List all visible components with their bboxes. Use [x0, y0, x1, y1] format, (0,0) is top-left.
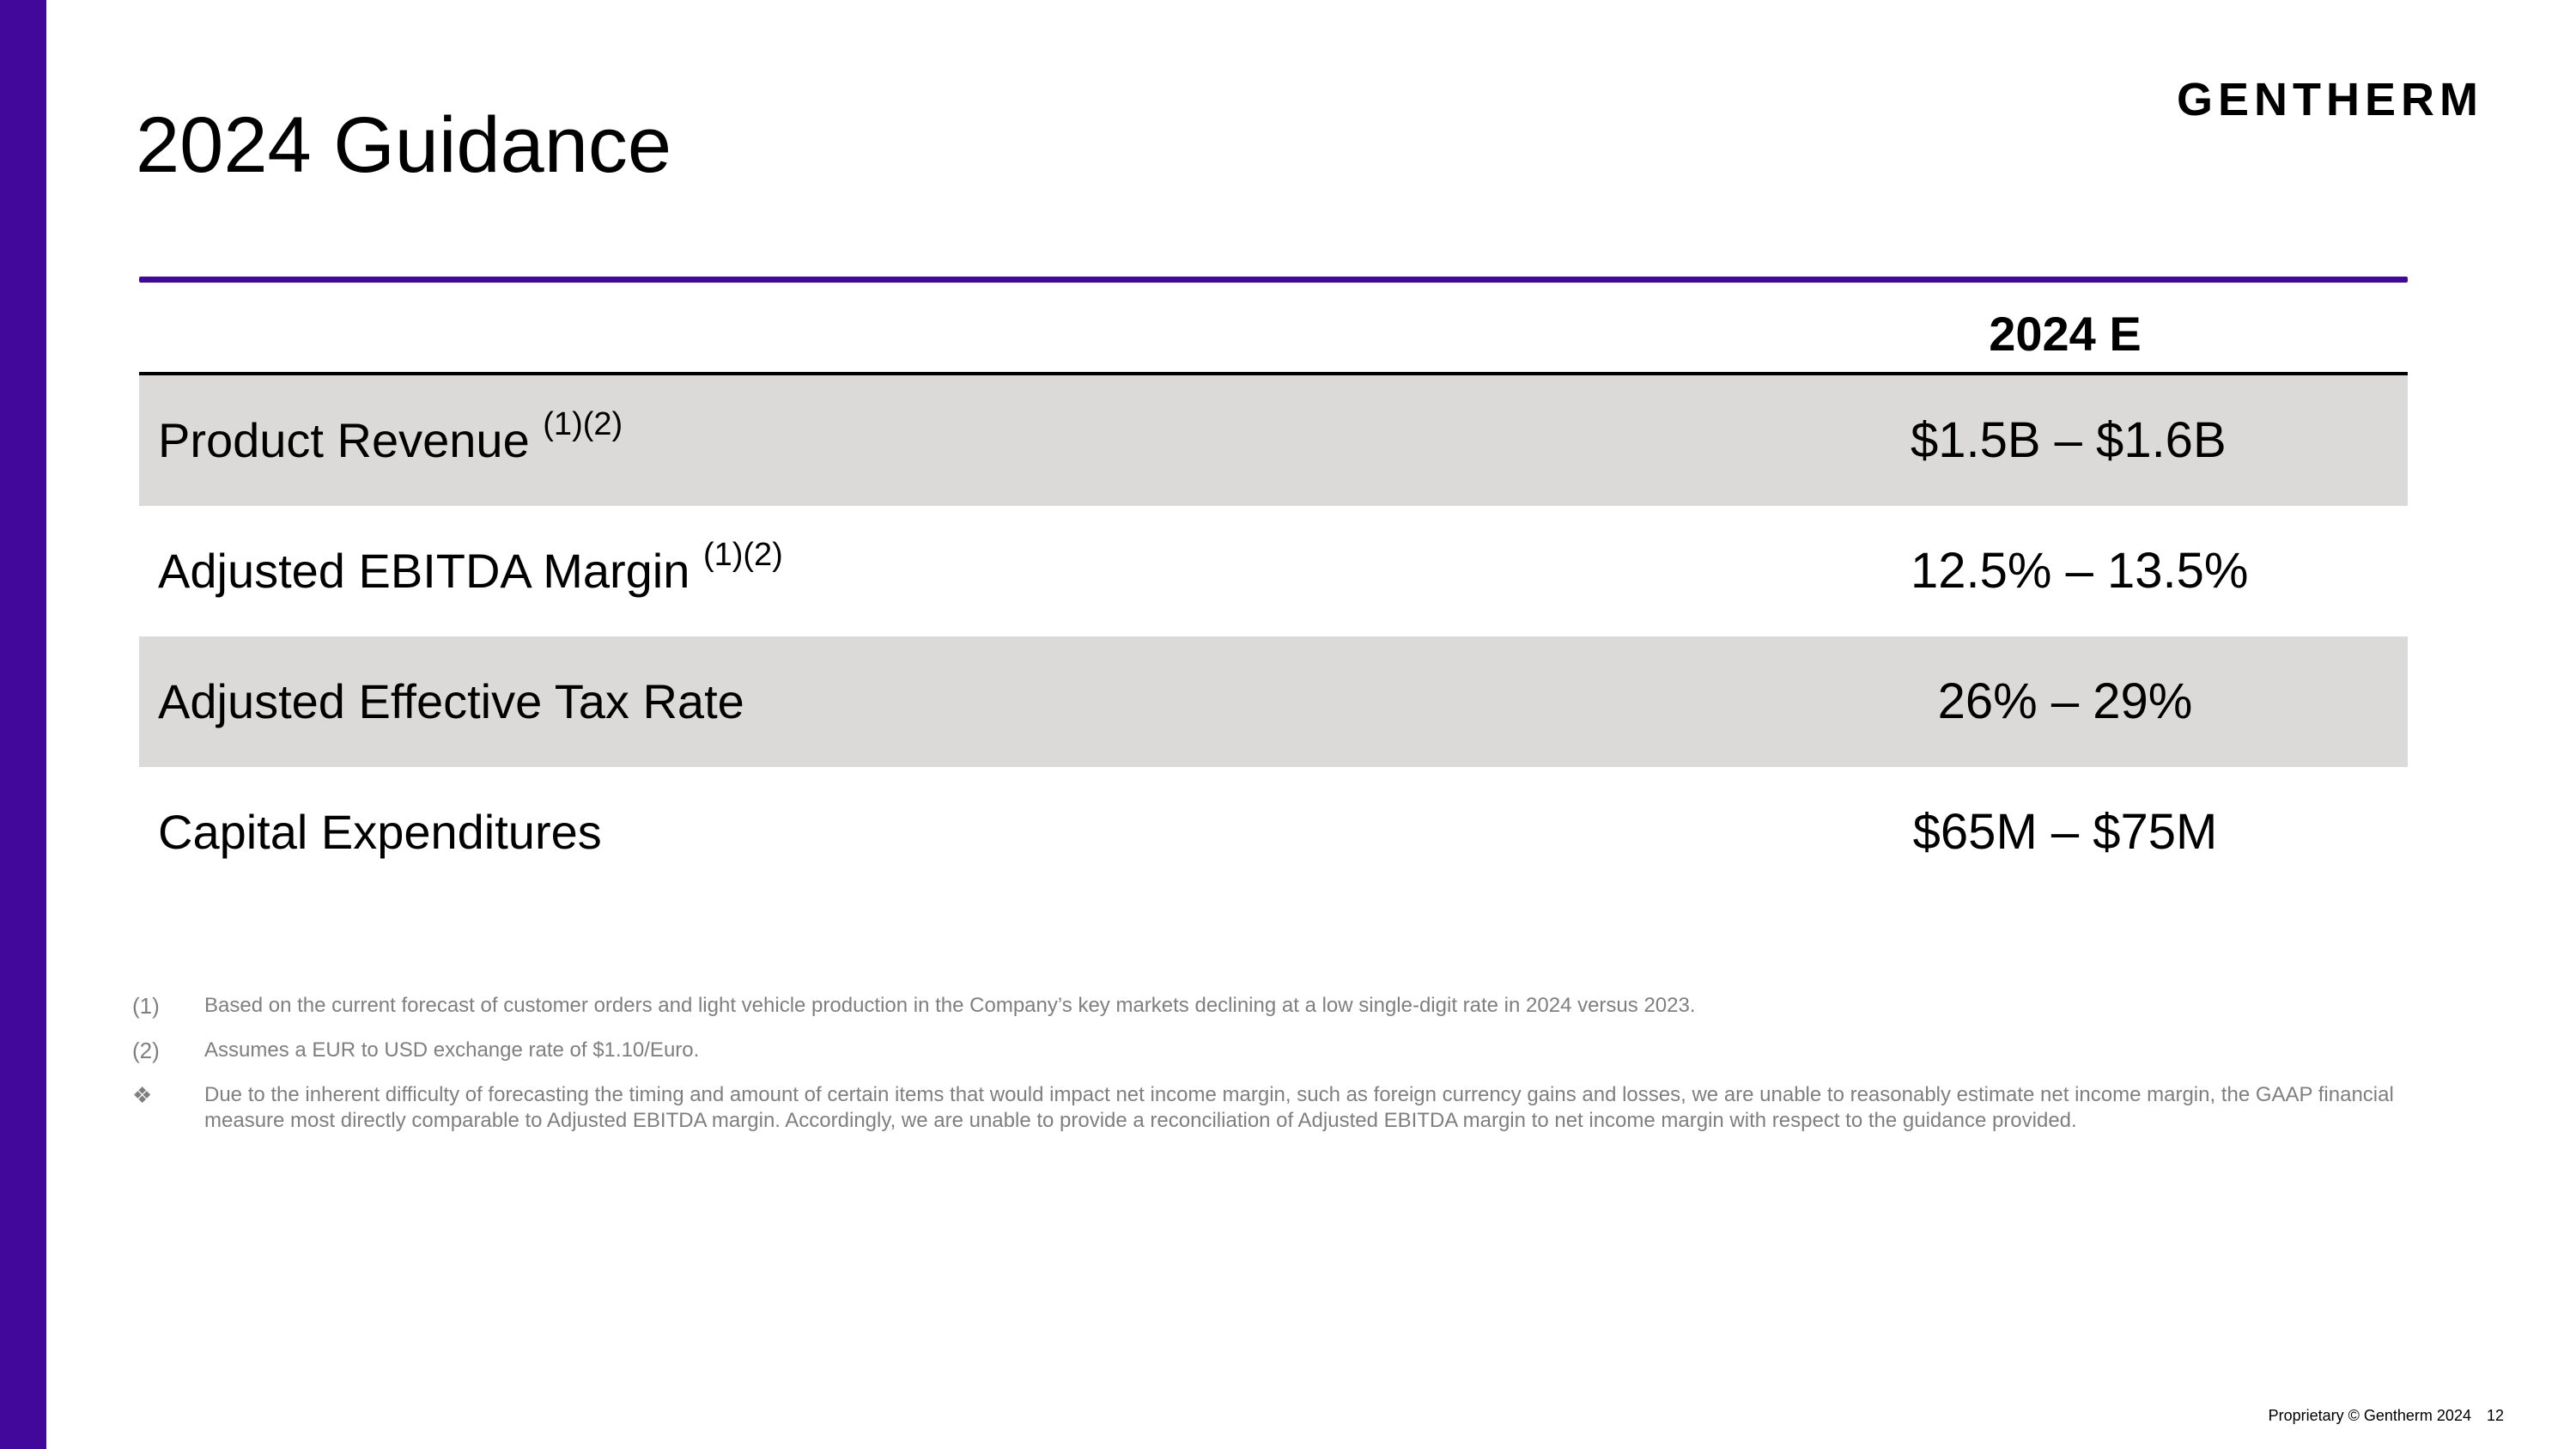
footnote-disclaimer: ❖ Due to the inherent difficulty of fore… [129, 1082, 2447, 1134]
row-label-text: Capital Expenditures [158, 805, 602, 859]
guidance-table: 2024 E Product Revenue (1)(2) $1.5B – $1… [139, 277, 2408, 898]
footnote-marker: (2) [132, 1038, 160, 1063]
footnote-ref: (1)(2) [543, 406, 623, 443]
row-label-text: Product Revenue [158, 413, 530, 467]
row-label: Adjusted Effective Tax Rate [158, 674, 744, 729]
row-label-text: Adjusted EBITDA Margin [158, 544, 690, 598]
footnotes: (1) Based on the current forecast of cus… [129, 993, 2447, 1153]
row-label: Adjusted EBITDA Margin (1)(2) [158, 539, 783, 599]
copyright-text: Proprietary © Gentherm 2024 [2268, 1407, 2471, 1424]
footnote-text: Based on the current forecast of custome… [204, 994, 1696, 1017]
gentherm-logo: GENTHERM [2177, 74, 2483, 125]
footer: Proprietary © Gentherm 2024 12 [2269, 1406, 2504, 1425]
table-row-product-revenue: Product Revenue (1)(2) $1.5B – $1.6B [139, 375, 2408, 506]
footnote-text: Due to the inherent difficulty of foreca… [204, 1083, 2394, 1132]
column-header-2024e: 2024 E [1989, 307, 2142, 361]
footnote-text: Assumes a EUR to USD exchange rate of $1… [204, 1038, 700, 1062]
table-row-adjusted-ebitda-margin: Adjusted EBITDA Margin (1)(2) 12.5% – 13… [139, 506, 2408, 636]
bullet-icon: ❖ [132, 1082, 153, 1108]
table-row-capital-expenditures: Capital Expenditures $65M – $75M [139, 767, 2408, 898]
left-accent-bar [0, 0, 46, 1449]
footnote-1: (1) Based on the current forecast of cus… [129, 993, 2447, 1019]
row-value: 12.5% – 13.5% [1911, 543, 2249, 599]
row-value: 26% – 29% [1937, 673, 2193, 729]
footnote-ref: (1)(2) [702, 537, 783, 574]
table-header: 2024 E [139, 283, 2408, 375]
row-label: Product Revenue (1)(2) [158, 408, 623, 468]
page-number: 12 [2486, 1407, 2504, 1424]
footnote-marker: (1) [132, 993, 160, 1019]
row-value: $1.5B – $1.6B [1911, 412, 2227, 468]
table-top-rule [139, 277, 2408, 283]
page-title: 2024 Guidance [136, 101, 672, 189]
footnote-2: (2) Assumes a EUR to USD exchange rate o… [129, 1038, 2447, 1063]
row-value: $65M – $75M [1912, 804, 2218, 860]
table-row-adjusted-effective-tax-rate: Adjusted Effective Tax Rate 26% – 29% [139, 636, 2408, 767]
row-label-text: Adjusted Effective Tax Rate [158, 674, 744, 728]
row-label: Capital Expenditures [158, 805, 602, 860]
